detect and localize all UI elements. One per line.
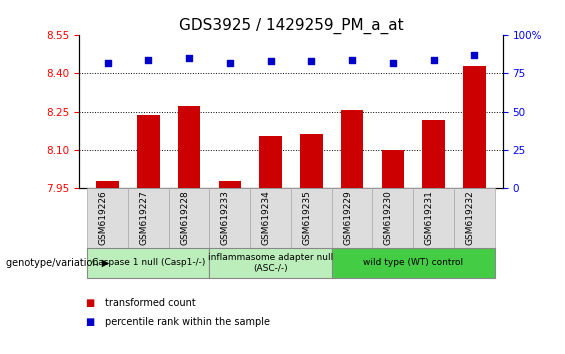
Text: GSM619231: GSM619231 <box>424 190 433 245</box>
Bar <box>423 120 445 188</box>
Point <box>347 57 357 63</box>
Bar <box>259 136 282 188</box>
Title: GDS3925 / 1429259_PM_a_at: GDS3925 / 1429259_PM_a_at <box>179 18 403 34</box>
Text: GSM619234: GSM619234 <box>262 190 271 245</box>
Bar <box>381 150 404 188</box>
Bar <box>341 110 363 188</box>
Point <box>388 60 397 65</box>
Bar <box>300 135 323 188</box>
Bar <box>178 107 201 188</box>
Point <box>144 57 153 63</box>
Text: percentile rank within the sample: percentile rank within the sample <box>105 317 270 327</box>
Bar <box>219 181 241 188</box>
Text: GSM619229: GSM619229 <box>343 190 352 245</box>
Bar <box>463 66 485 188</box>
Text: GSM619230: GSM619230 <box>384 190 393 245</box>
Point <box>470 52 479 58</box>
Text: transformed count: transformed count <box>105 298 195 308</box>
Text: ■: ■ <box>85 317 94 327</box>
Text: GSM619227: GSM619227 <box>140 190 149 245</box>
Text: GSM619232: GSM619232 <box>466 190 475 245</box>
Text: Caspase 1 null (Casp1-/-): Caspase 1 null (Casp1-/-) <box>92 258 205 267</box>
Point <box>307 58 316 64</box>
Text: GSM619233: GSM619233 <box>221 190 230 245</box>
Text: inflammasome adapter null
(ASC-/-): inflammasome adapter null (ASC-/-) <box>208 253 333 273</box>
Bar <box>97 181 119 188</box>
Text: genotype/variation ▶: genotype/variation ▶ <box>6 258 109 268</box>
Text: ■: ■ <box>85 298 94 308</box>
Point <box>185 56 194 61</box>
Point <box>266 58 275 64</box>
Point <box>103 60 112 65</box>
Text: GSM619235: GSM619235 <box>302 190 311 245</box>
Text: wild type (WT) control: wild type (WT) control <box>363 258 463 267</box>
Text: GSM619228: GSM619228 <box>180 190 189 245</box>
Point <box>429 57 438 63</box>
Bar <box>137 115 159 188</box>
Text: GSM619226: GSM619226 <box>99 190 107 245</box>
Point <box>225 60 234 65</box>
